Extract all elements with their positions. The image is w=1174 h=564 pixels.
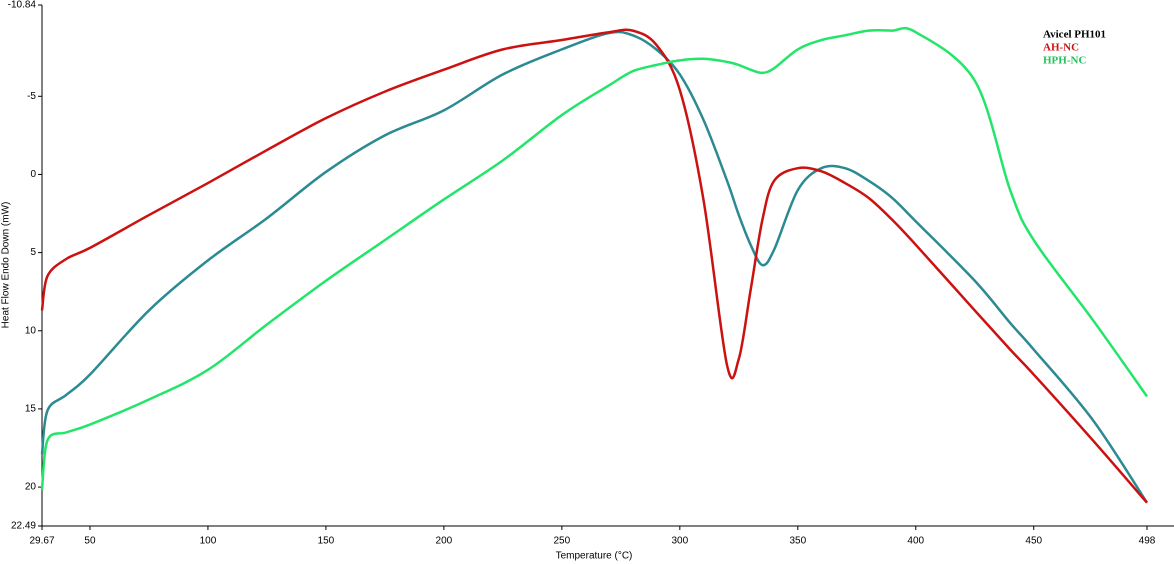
- y-tick-label: -5: [27, 91, 36, 102]
- x-tick-label: 200: [436, 536, 453, 547]
- legend-label: HPH-NC: [1043, 55, 1086, 67]
- x-tick-label: 450: [1025, 536, 1042, 547]
- data-line: [40, 30, 1149, 504]
- x-tick-label: 29.67: [29, 536, 54, 547]
- y-tick-label: 0: [30, 169, 36, 180]
- legend-label: Avicel PH101: [1043, 29, 1106, 41]
- y-tick-label: 15: [25, 404, 37, 415]
- x-tick-label: 350: [789, 536, 806, 547]
- x-tick-label: 50: [84, 536, 96, 547]
- x-tick-label: 400: [907, 536, 924, 547]
- y-tick-label: 10: [25, 325, 37, 336]
- x-axis-label: Temperature (°C): [556, 551, 633, 562]
- data-line: [40, 26, 1149, 491]
- x-tick-label: 250: [554, 536, 571, 547]
- y-tick-label: -10.84: [8, 0, 37, 11]
- x-tick-label: 498: [1139, 536, 1156, 547]
- y-tick-label: 22.49: [11, 521, 36, 532]
- x-tick-label: 100: [200, 536, 217, 547]
- x-tick-label: 300: [671, 536, 688, 547]
- data-line: [40, 28, 1148, 504]
- y-tick-label: 5: [30, 247, 36, 258]
- y-axis-label: Heat Flow Endo Down (mW): [1, 202, 12, 329]
- y-tick-label: 20: [25, 482, 37, 493]
- legend-label: AH-NC: [1043, 42, 1079, 54]
- x-tick-label: 150: [318, 536, 335, 547]
